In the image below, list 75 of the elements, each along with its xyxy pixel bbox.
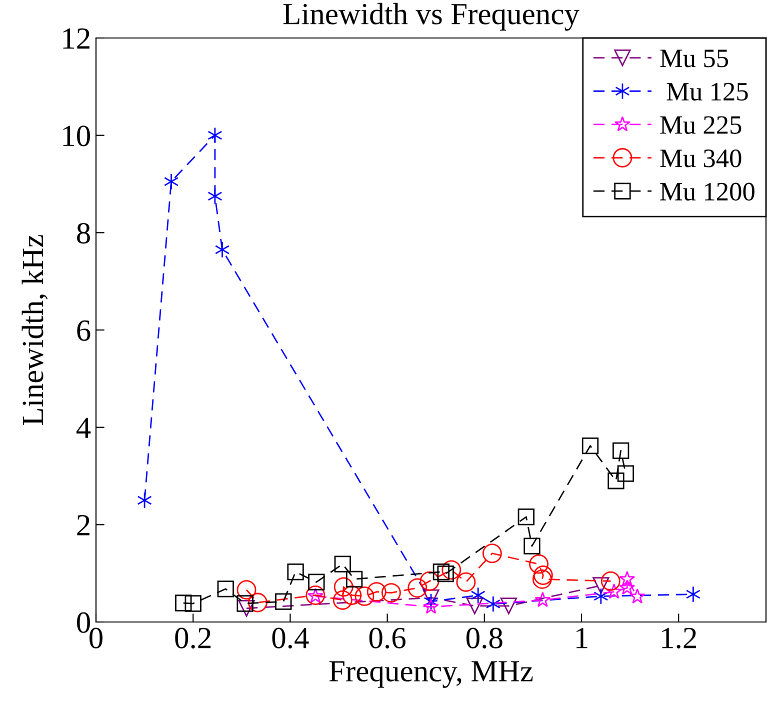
point <box>214 241 230 258</box>
point <box>184 595 202 612</box>
point <box>236 580 256 600</box>
x-tick-label: 1.2 <box>662 628 696 648</box>
y-tick-label: 4 <box>76 418 91 438</box>
point <box>238 600 255 617</box>
point <box>442 560 462 580</box>
point <box>424 593 438 610</box>
point <box>366 582 386 602</box>
point <box>629 588 646 604</box>
point <box>217 580 234 598</box>
x-tick-label: 0.6 <box>369 628 406 648</box>
legend-label: Mu 125 <box>666 82 748 101</box>
point <box>354 586 374 606</box>
point <box>342 586 362 605</box>
point <box>208 188 222 204</box>
point <box>606 583 622 599</box>
point <box>600 571 620 591</box>
point <box>500 598 518 614</box>
point <box>408 578 428 598</box>
point <box>287 564 304 580</box>
legend-label: Mu 340 <box>660 149 742 168</box>
point <box>420 571 440 591</box>
x-tick-label: 0.8 <box>466 628 502 648</box>
point <box>594 588 608 605</box>
y-tick-label: 2 <box>77 515 90 536</box>
point <box>346 570 363 588</box>
point <box>466 598 484 614</box>
y-tick-label: 0 <box>77 612 90 633</box>
point <box>308 574 325 590</box>
point <box>524 538 540 554</box>
point <box>381 583 401 603</box>
point <box>619 570 636 586</box>
chart-title: Linewidth vs Frequency <box>283 2 580 31</box>
point <box>437 565 454 582</box>
point <box>456 572 476 592</box>
point <box>208 127 222 144</box>
point <box>164 173 179 190</box>
point <box>518 508 534 526</box>
point <box>482 544 502 564</box>
point <box>534 592 551 607</box>
point <box>529 554 549 574</box>
point <box>248 592 268 612</box>
point <box>608 472 624 490</box>
y-tick-label: 6 <box>77 320 90 341</box>
point <box>686 586 700 603</box>
legend-label: Mu 225 <box>660 116 742 134</box>
point <box>137 492 152 509</box>
point <box>423 598 439 614</box>
point <box>334 556 351 572</box>
point <box>486 596 500 612</box>
x-tick-label: 1 <box>576 628 588 648</box>
x-tick-label: 0.2 <box>175 628 211 648</box>
point <box>592 577 610 594</box>
point <box>175 594 192 612</box>
point <box>532 569 552 589</box>
point <box>617 465 634 482</box>
point <box>332 590 352 610</box>
point <box>582 437 599 454</box>
point <box>432 564 450 580</box>
point <box>612 442 630 460</box>
legend-label: Mu 1200 <box>660 182 754 201</box>
y-tick-label: 12 <box>63 28 90 49</box>
point <box>275 593 292 610</box>
point <box>334 577 354 597</box>
point <box>533 566 553 586</box>
y-tick-label: 8 <box>77 222 90 244</box>
point <box>619 580 636 595</box>
legend-label: Mu 55 <box>660 50 728 68</box>
point <box>236 595 254 612</box>
y-axis-title: Linewidth, kHz <box>22 234 48 426</box>
x-axis-title: Frequency, MHz <box>329 661 533 688</box>
x-tick-label: 0.4 <box>272 628 309 648</box>
point <box>470 586 486 604</box>
y-tick-label: 10 <box>63 126 90 146</box>
